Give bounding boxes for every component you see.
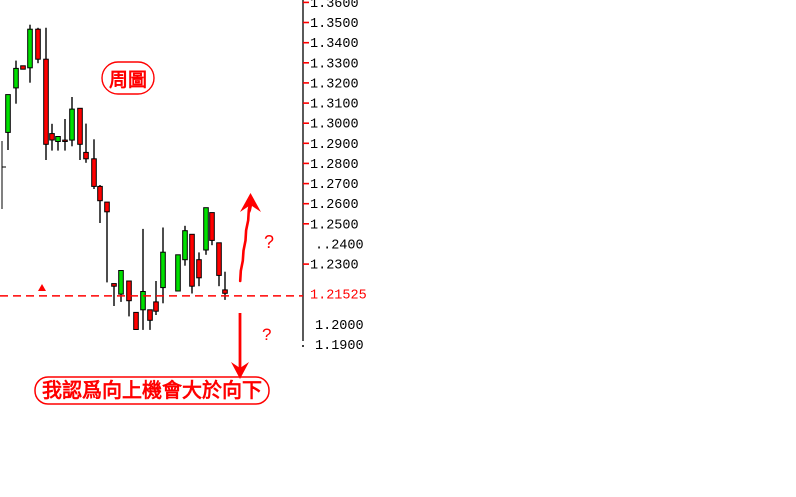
svg-text:1.3500: 1.3500 — [310, 17, 359, 32]
svg-text:1.2900: 1.2900 — [310, 138, 359, 153]
svg-text:周圖: 周圖 — [109, 69, 147, 91]
svg-text:1.21525: 1.21525 — [310, 288, 367, 303]
svg-text:1.3200: 1.3200 — [310, 77, 359, 92]
svg-text:1.2000: 1.2000 — [315, 319, 364, 334]
svg-text:1.2800: 1.2800 — [310, 158, 359, 173]
svg-text:1.1900: 1.1900 — [315, 339, 364, 354]
svg-text:?: ? — [262, 325, 271, 344]
svg-text:1.2600: 1.2600 — [310, 198, 359, 213]
svg-text:1.2700: 1.2700 — [310, 178, 359, 193]
svg-text:1.3300: 1.3300 — [310, 57, 359, 72]
svg-text:?: ? — [264, 232, 274, 252]
svg-text:我認爲向上機會大於向下: 我認爲向上機會大於向下 — [42, 378, 262, 402]
svg-text:..2400: ..2400 — [315, 239, 364, 254]
svg-text:1.2300: 1.2300 — [310, 259, 359, 274]
svg-text:1.2500: 1.2500 — [310, 218, 359, 233]
svg-text:1.3100: 1.3100 — [310, 98, 359, 113]
svg-text:1.3000: 1.3000 — [310, 118, 359, 133]
svg-text:1.3600: 1.3600 — [310, 0, 359, 12]
svg-text:1.3400: 1.3400 — [310, 37, 359, 52]
